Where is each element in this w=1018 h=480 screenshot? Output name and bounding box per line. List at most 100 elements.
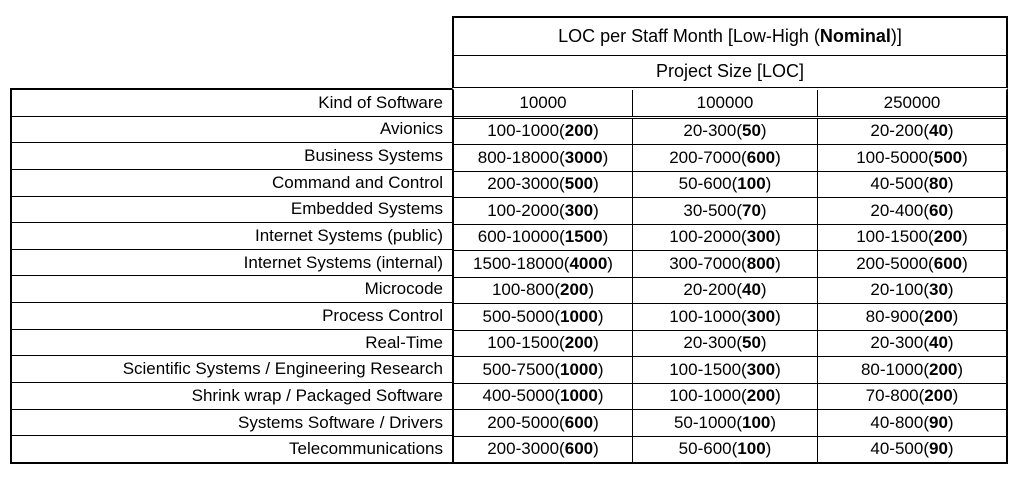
- kind-cell: Process Control: [12, 302, 452, 329]
- loc-range-close: ): [952, 386, 959, 406]
- loc-range: 500-5000(: [482, 306, 560, 326]
- loc-range-close: ): [597, 306, 604, 326]
- loc-range-close: ): [602, 227, 609, 247]
- kind-cell: Microcode: [12, 275, 452, 302]
- loc-range-cell: 100-2000(300): [632, 224, 817, 250]
- loc-range-cell: 300-7000(800): [632, 251, 817, 277]
- loc-nominal: 200: [929, 359, 958, 379]
- table-title: LOC per Staff Month [Low-High (Nominal)]: [454, 18, 1006, 57]
- loc-range-cell: 100-1500(300): [632, 357, 817, 383]
- loc-range: 1500-18000(: [473, 253, 570, 273]
- loc-range: 80-900(: [865, 306, 925, 326]
- loc-nominal: 100: [742, 412, 771, 432]
- loc-nominal: 600: [564, 412, 594, 432]
- loc-range: 200-7000(: [669, 147, 747, 167]
- table-row: 100-1500(200) 20-300(50) 20-300(40): [454, 329, 1006, 356]
- table-header-box: LOC per Staff Month [Low-High (Nominal)]…: [452, 16, 1008, 88]
- loc-range-close: ): [775, 386, 781, 406]
- loc-range-close: ): [597, 359, 604, 379]
- loc-nominal: 1500: [564, 227, 603, 247]
- loc-range: 100-1500(: [856, 227, 934, 247]
- loc-range: 100-1000(: [487, 121, 565, 141]
- table-row: 100-1000(200) 20-300(50) 20-200(40): [454, 118, 1006, 144]
- loc-range: 50-600(: [678, 174, 738, 194]
- loc-range-close: ): [775, 253, 781, 273]
- loc-range-close: ): [947, 439, 954, 459]
- loc-nominal: 200: [564, 121, 594, 141]
- loc-range-close: ): [775, 147, 781, 167]
- table-row: 100-2000(300) 30-500(70) 20-400(60): [454, 197, 1006, 224]
- loc-range-cell: 20-100(30): [817, 277, 1006, 303]
- kind-cell: Real-Time: [12, 328, 452, 356]
- loc-range-close: ): [962, 227, 968, 247]
- loc-nominal: 200: [564, 333, 594, 353]
- loc-range-cell: 200-3000(600): [454, 437, 632, 463]
- loc-range: 20-200(: [870, 121, 929, 141]
- loc-nominal: 30: [929, 280, 948, 300]
- loc-nominal: 80: [929, 174, 948, 194]
- table-row: 200-5000(600) 50-1000(100) 40-800(90): [454, 409, 1006, 436]
- loc-range: 20-200(: [683, 280, 742, 300]
- table-row: 200-3000(500) 50-600(100) 40-500(80): [454, 170, 1006, 197]
- loc-nominal: 100: [737, 439, 766, 459]
- loc-nominal: 50: [742, 333, 761, 353]
- loc-range-cell: 100-1500(200): [817, 224, 1006, 250]
- kind-cell: Embedded Systems: [12, 195, 452, 223]
- loc-data-grid: 10000 100000 250000 100-1000(200) 20-300(…: [452, 88, 1008, 464]
- loc-range-cell: 800-18000(3000): [454, 145, 632, 171]
- kind-of-software-column: Kind of Software Avionics Business System…: [10, 88, 452, 464]
- loc-nominal: 40: [929, 121, 948, 141]
- loc-range: 80-1000(: [860, 359, 929, 379]
- loc-nominal: 500: [564, 174, 594, 194]
- loc-nominal: 300: [564, 200, 594, 220]
- loc-range-cell: 50-1000(100): [632, 410, 817, 436]
- loc-range: 50-1000(: [673, 412, 742, 432]
- loc-range-close: ): [947, 200, 954, 220]
- loc-nominal: 300: [746, 306, 776, 326]
- table-row: 600-10000(1500) 100-2000(300) 100-1500(200…: [454, 223, 1006, 251]
- loc-range-close: ): [775, 227, 781, 247]
- loc-range-close: ): [593, 121, 599, 141]
- loc-range-close: ): [962, 253, 968, 273]
- loc-range-cell: 20-200(40): [817, 118, 1006, 144]
- loc-nominal: 1000: [560, 386, 598, 406]
- loc-range-close: ): [947, 280, 954, 300]
- kind-cell: Scientific Systems / Engineering Researc…: [12, 355, 452, 382]
- loc-range-close: ): [593, 200, 599, 220]
- loc-range-close: ): [947, 333, 954, 353]
- loc-range: 40-500(: [870, 439, 929, 459]
- loc-range-close: ): [765, 439, 772, 459]
- loc-range-close: ): [952, 306, 959, 326]
- loc-range-cell: 50-600(100): [632, 436, 817, 462]
- loc-range-cell: 100-1000(300): [632, 304, 817, 330]
- table-title-prefix: LOC per Staff Month [Low-High (: [558, 26, 820, 47]
- loc-range-cell: 20-300(50): [632, 118, 817, 144]
- table-row: 100-800(200) 20-200(40) 20-100(30): [454, 276, 1006, 303]
- loc-nominal: 3000: [564, 147, 603, 167]
- loc-range: 70-800(: [865, 386, 925, 406]
- loc-range-cell: 50-600(100): [632, 171, 817, 197]
- loc-range: 100-1000(: [669, 306, 747, 326]
- loc-range-cell: 600-10000(1500): [454, 225, 632, 251]
- loc-range: 200-5000(: [856, 253, 934, 273]
- loc-range-close: ): [602, 147, 609, 167]
- kind-cell: Internet Systems (internal): [12, 248, 452, 276]
- loc-range-close: ): [593, 333, 599, 353]
- kind-cell: Avionics: [12, 115, 452, 143]
- loc-nominal: 800: [746, 253, 776, 273]
- table-row: 500-7500(1000) 100-1500(300) 80-1000(200): [454, 356, 1006, 383]
- loc-nominal: 1000: [560, 359, 598, 379]
- loc-range: 20-300(: [870, 333, 929, 353]
- loc-range-close: ): [597, 386, 604, 406]
- kind-of-software-header: Kind of Software: [318, 92, 443, 112]
- loc-range: 100-800(: [491, 280, 560, 300]
- loc-range: 20-300(: [683, 333, 742, 353]
- loc-nominal: 200: [746, 386, 776, 406]
- loc-range: 20-300(: [683, 121, 742, 141]
- loc-nominal: 300: [746, 227, 776, 247]
- loc-range: 200-3000(: [487, 439, 565, 459]
- loc-range-cell: 500-7500(1000): [454, 357, 632, 383]
- loc-range: 600-10000(: [477, 227, 565, 247]
- loc-range-cell: 500-5000(1000): [454, 304, 632, 330]
